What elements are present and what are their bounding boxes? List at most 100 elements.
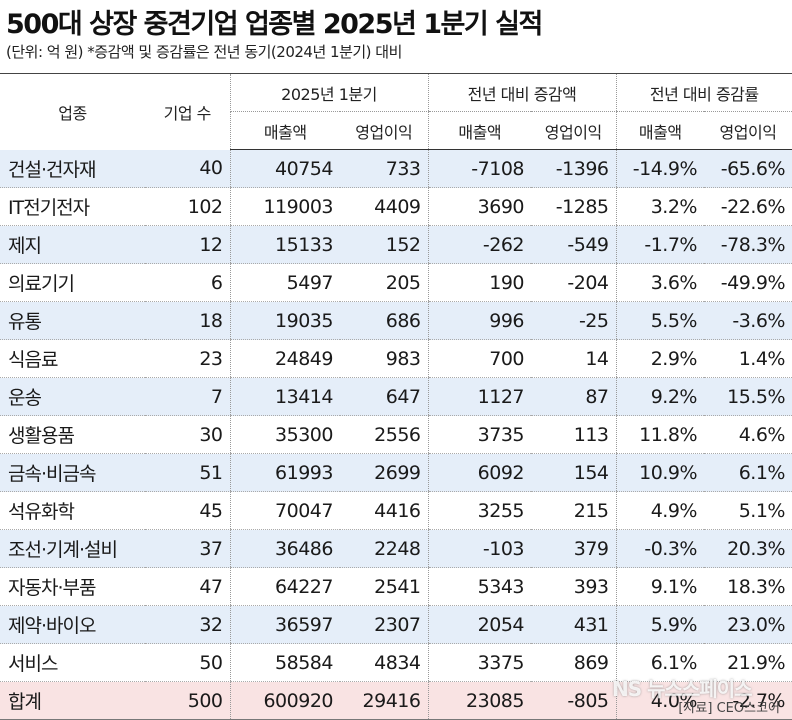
company-count-cell: 50 [145,643,230,682]
op-yoy-rate-cell: -22.6% [704,187,792,226]
company-count-cell: 45 [145,491,230,530]
table-row: 서비스 50 58584 4834 3375 869 6.1% 21.9% [0,643,792,682]
header-sales: 매출액 [229,111,340,150]
table-row: 자동차·부품 47 64227 2541 5343 393 9.1% 18.3% [0,567,792,606]
sales-yoy-rate-cell: 4.0% [615,681,704,720]
op-yoy-amount-cell: 869 [531,643,616,682]
sales-yoy-rate-cell: -0.3% [615,529,704,568]
header-group-yoy-rate: 전년 대비 증감률 [615,73,792,112]
industry-cell: 제약·바이오 [0,605,145,644]
sales-2025q1-cell: 119003 [229,187,340,226]
op-2025q1-cell: 2307 [340,605,428,644]
table-row: 석유화학 45 70047 4416 3255 215 4.9% 5.1% [0,491,792,530]
sales-yoy-amount-cell: 190 [427,263,531,302]
sales-yoy-amount-cell: 3255 [427,491,531,530]
industry-cell: 제지 [0,225,145,264]
op-yoy-rate-cell: 23.0% [704,605,792,644]
sales-yoy-amount-cell: 996 [427,301,531,340]
op-yoy-amount-cell: 154 [531,453,616,492]
sales-yoy-rate-cell: 3.2% [615,187,704,226]
op-yoy-amount-cell: 113 [531,415,616,454]
op-2025q1-cell: 2699 [340,453,428,492]
op-2025q1-cell: 4834 [340,643,428,682]
op-yoy-rate-cell: 1.4% [704,339,792,378]
sales-2025q1-cell: 40754 [229,149,340,188]
header-industry: 업종 [0,73,145,150]
industry-cell: 서비스 [0,643,145,682]
industry-cell: 유통 [0,301,145,340]
sales-2025q1-cell: 64227 [229,567,340,606]
sales-yoy-amount-cell: 2054 [427,605,531,644]
op-2025q1-cell: 152 [340,225,428,264]
table-row: 운송 7 13414 647 1127 87 9.2% 15.5% [0,377,792,416]
company-count-cell: 37 [145,529,230,568]
company-count-cell: 30 [145,415,230,454]
op-yoy-rate-cell: 5.1% [704,491,792,530]
sales-yoy-rate-cell: 4.9% [615,491,704,530]
sales-yoy-rate-cell: 2.9% [615,339,704,378]
sales-yoy-amount-cell: -262 [427,225,531,264]
op-yoy-amount-cell: 14 [531,339,616,378]
sales-yoy-rate-cell: 9.2% [615,377,704,416]
sales-yoy-rate-cell: -14.9% [615,149,704,188]
total-row: 합계 500 600920 29416 23085 -805 4.0% -2.7% [0,681,792,720]
sales-yoy-amount-cell: 3375 [427,643,531,682]
source-note: [자료] CEO스코어 [678,701,780,716]
table-row: 건설·건자재 40 40754 733 -7108 -1396 -14.9% -65.6% [0,149,792,188]
industry-cell: 건설·건자재 [0,149,145,188]
sales-yoy-rate-cell: 11.8% [615,415,704,454]
op-yoy-rate-cell: 6.1% [704,453,792,492]
op-2025q1-cell: 2248 [340,529,428,568]
sales-yoy-rate-cell: 3.6% [615,263,704,302]
sales-2025q1-cell: 13414 [229,377,340,416]
op-yoy-amount-cell: -805 [531,681,616,720]
sales-yoy-amount-cell: 6092 [427,453,531,492]
sales-yoy-rate-cell: 5.5% [615,301,704,340]
sales-yoy-rate-cell: -1.7% [615,225,704,264]
table-row: 제지 12 15133 152 -262 -549 -1.7% -78.3% [0,225,792,264]
unit-note: (단위: 억 원) *증감액 및 증감률은 전년 동기(2024년 1분기) 대… [6,43,402,61]
table-row: 제약·바이오 32 36597 2307 2054 431 5.9% 23.0% [0,605,792,644]
op-yoy-amount-cell: -204 [531,263,616,302]
table-row: 생활용품 30 35300 2556 3735 113 11.8% 4.6% [0,415,792,454]
sales-yoy-amount-cell: 3690 [427,187,531,226]
company-count-cell: 18 [145,301,230,340]
op-yoy-rate-cell: 18.3% [704,567,792,606]
industry-cell: IT전기전자 [0,187,145,226]
header-company-count: 기업 수 [145,73,230,150]
company-count-cell: 23 [145,339,230,378]
table-row: 식음료 23 24849 983 700 14 2.9% 1.4% [0,339,792,378]
op-yoy-rate-cell: 4.6% [704,415,792,454]
table-row: 금속·비금속 51 61993 2699 6092 154 10.9% 6.1% [0,453,792,492]
industry-cell: 운송 [0,377,145,416]
op-yoy-rate-cell: -65.6% [704,149,792,188]
table-row: 조선·기계·설비 37 36486 2248 -103 379 -0.3% 20.3% [0,529,792,568]
op-2025q1-cell: 205 [340,263,428,302]
op-yoy-amount-cell: 393 [531,567,616,606]
sales-yoy-amount-cell: -7108 [427,149,531,188]
op-yoy-amount-cell: -1396 [531,149,616,188]
sales-yoy-rate-cell: 9.1% [615,567,704,606]
sales-yoy-amount-cell: 5343 [427,567,531,606]
company-count-cell: 102 [145,187,230,226]
header-operating-profit: 영업이익 [531,111,616,150]
industry-cell: 의료기기 [0,263,145,302]
sales-2025q1-cell: 600920 [229,681,340,720]
sales-2025q1-cell: 19035 [229,301,340,340]
table-row: IT전기전자 102 119003 4409 3690 -1285 3.2% -22.6% [0,187,792,226]
sales-yoy-amount-cell: -103 [427,529,531,568]
header-sales: 매출액 [615,111,704,150]
industry-cell: 합계 [0,681,145,720]
industry-cell: 자동차·부품 [0,567,145,606]
table-body: 건설·건자재 40 40754 733 -7108 -1396 -14.9% -65.6% IT… [0,149,792,720]
header-group-yoy-amount: 전년 대비 증감액 [427,73,616,112]
chart-title: 500대 상장 중견기업 업종별 2025년 1분기 실적 [6,9,543,40]
sales-yoy-amount-cell: 1127 [427,377,531,416]
sales-2025q1-cell: 36486 [229,529,340,568]
company-count-cell: 6 [145,263,230,302]
op-2025q1-cell: 4416 [340,491,428,530]
company-count-cell: 51 [145,453,230,492]
sales-2025q1-cell: 24849 [229,339,340,378]
op-2025q1-cell: 2541 [340,567,428,606]
op-2025q1-cell: 29416 [340,681,428,720]
